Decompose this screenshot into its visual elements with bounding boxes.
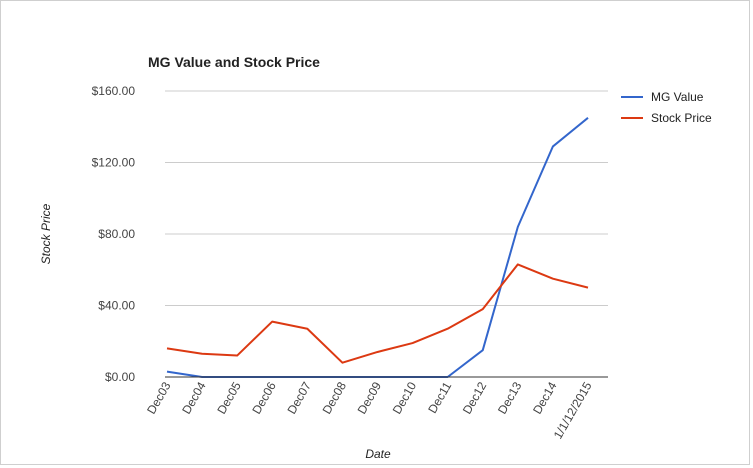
x-tick-label: Dec06 <box>249 379 279 416</box>
x-tick-label: Dec03 <box>144 379 174 416</box>
x-tick-label: Dec09 <box>355 379 385 416</box>
series-lines <box>166 117 589 378</box>
y-tick-labels: $0.00 $40.00 $80.00 $120.00 $160.00 <box>92 84 136 384</box>
legend: MG Value Stock Price <box>621 90 712 125</box>
y-axis-title: Stock Price <box>39 203 53 264</box>
x-axis-title: Date <box>365 447 391 461</box>
y-tick-label: $0.00 <box>105 370 135 384</box>
y-tick-label: $160.00 <box>92 84 136 98</box>
x-tick-labels: Dec03 Dec04 Dec05 Dec06 Dec07 Dec08 Dec09 Dec10… <box>144 379 595 441</box>
series-line <box>166 263 589 364</box>
x-tick-label: Dec10 <box>390 379 420 416</box>
y-tick-label: $40.00 <box>98 299 135 313</box>
y-tick-label: $80.00 <box>98 227 135 241</box>
y-tick-label: $120.00 <box>92 156 136 170</box>
x-tick-label: Dec08 <box>320 379 350 416</box>
x-tick-label: Dec12 <box>460 379 490 416</box>
x-tick-label: Dec07 <box>284 379 314 416</box>
x-tick-label: Dec04 <box>179 379 209 416</box>
series-line <box>166 117 589 378</box>
x-tick-label: Dec13 <box>495 379 525 416</box>
legend-label: MG Value <box>651 90 704 104</box>
chart-title: MG Value and Stock Price <box>148 54 320 70</box>
gridlines <box>165 90 608 306</box>
x-tick-label: Dec05 <box>214 379 244 416</box>
legend-label: Stock Price <box>651 111 712 125</box>
x-tick-label: Dec11 <box>425 379 454 416</box>
x-tick-label: Dec14 <box>530 379 560 416</box>
